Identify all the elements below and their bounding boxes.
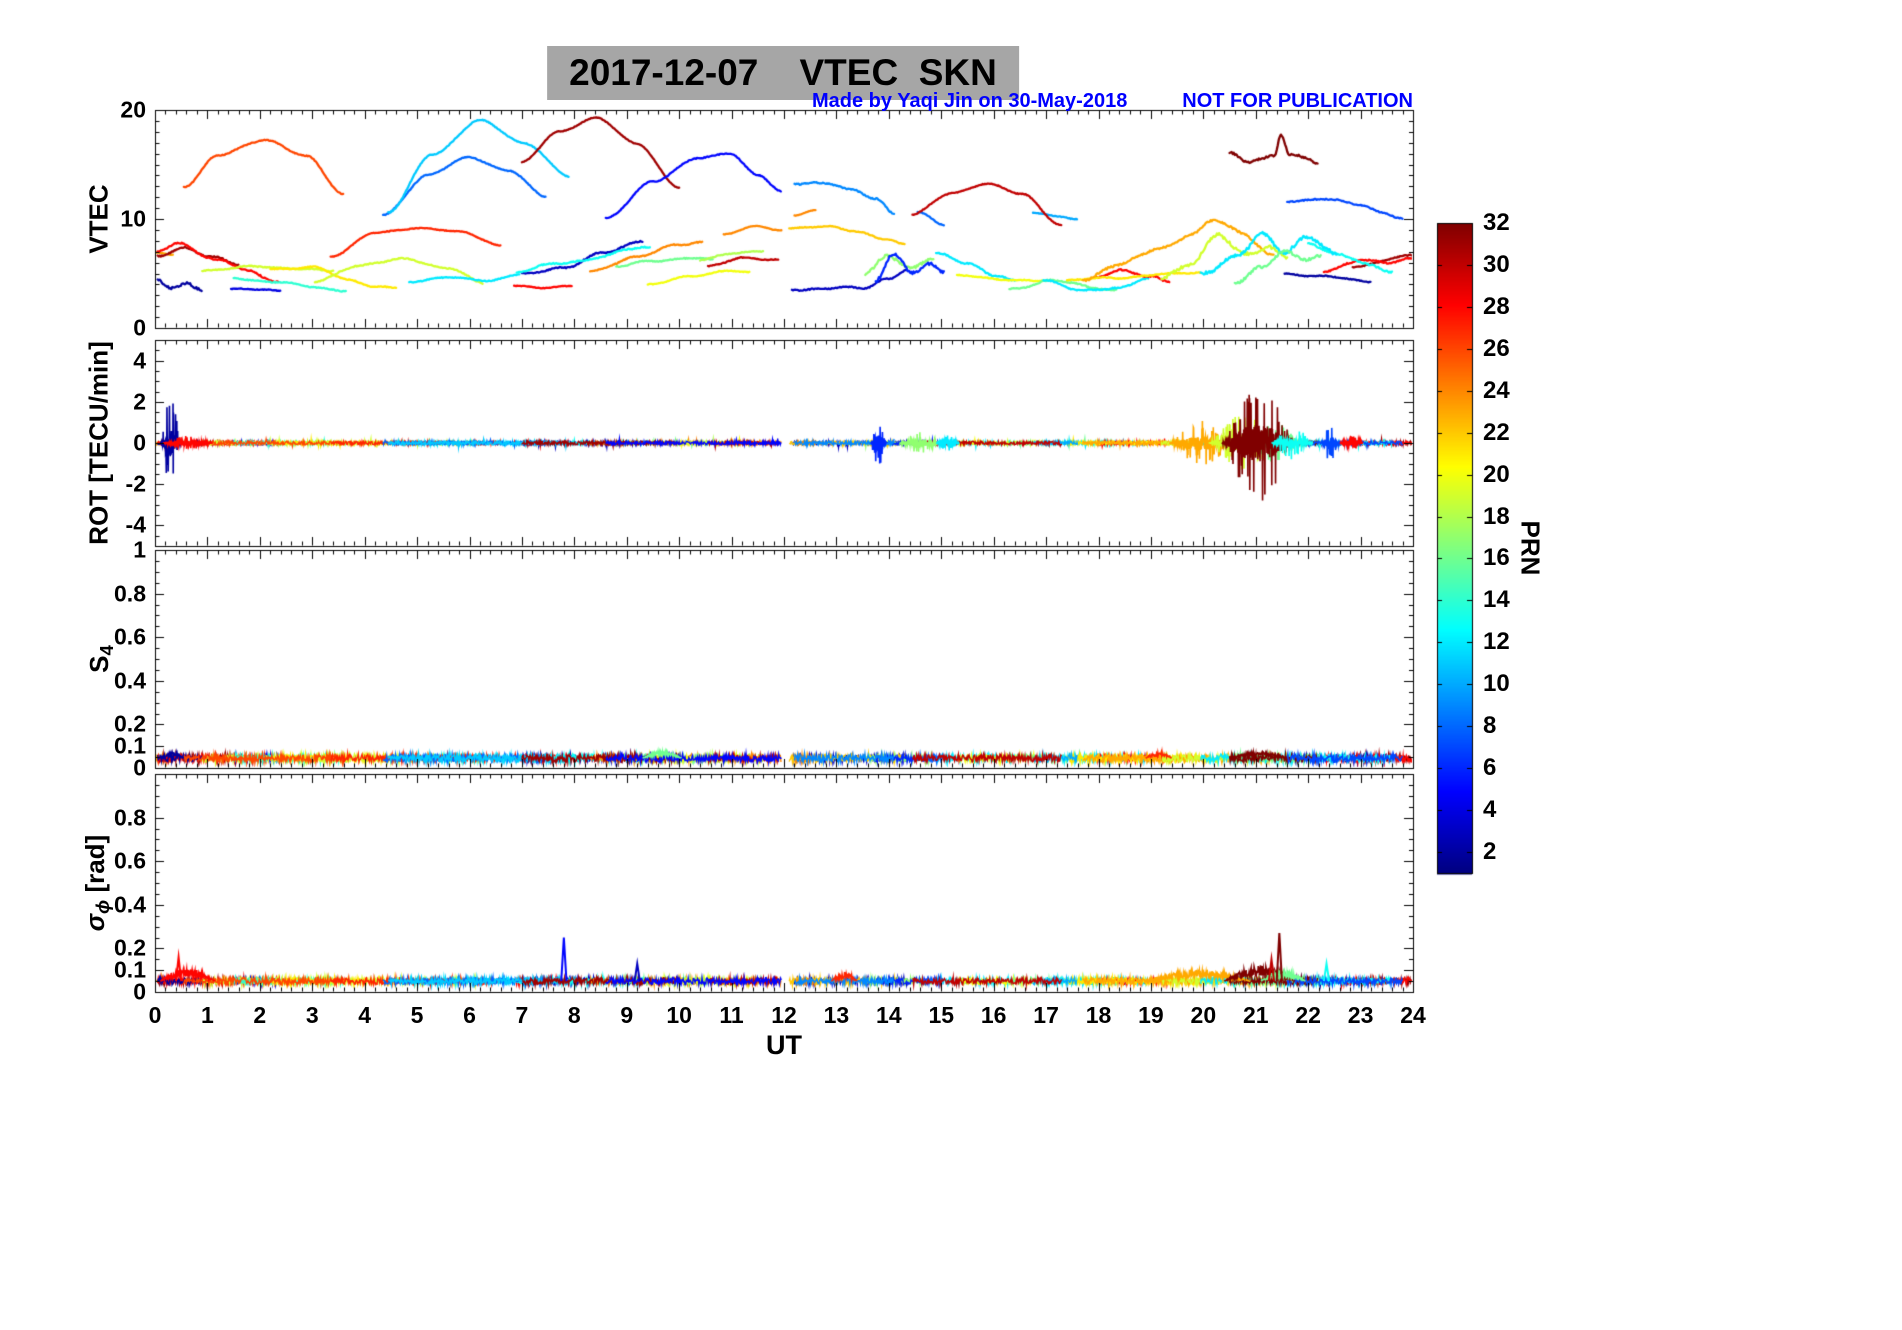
x-tick-label: 6 [463,1002,476,1028]
y-tick-label: -4 [125,511,146,538]
x-tick-label: 21 [1242,1002,1269,1028]
colorbar-label: PRN [1515,520,1546,576]
colorbar-tick-label: 8 [1483,712,1497,740]
y-tick-label: 0 [133,754,146,781]
colorbar-tick-label: 18 [1483,502,1510,530]
y-tick-label: 2 [133,388,146,415]
x-tick-label: 23 [1347,1002,1374,1028]
y-tick-label: 0.2 [114,710,146,737]
sigma-phi-axis-label: σϕ [rad] [80,835,114,931]
x-tick-label: 18 [1085,1002,1112,1028]
y-tick-label: 20 [120,96,146,123]
y-tick-label: 0.1 [114,956,146,983]
colorbar-tick-label: 4 [1483,796,1497,824]
x-tick-label: 20 [1190,1002,1217,1028]
figure-title: 2017-12-07 VTEC SKN [547,46,1019,101]
y-tick-label: 0.4 [114,891,146,918]
sigma-label-subscript: ϕ [92,899,114,914]
colorbar-tick-label: 16 [1483,544,1510,572]
x-tick-label: 0 [148,1002,162,1028]
colorbar-tick-label: 2 [1483,838,1497,866]
y-tick-label: 0.4 [114,667,146,694]
colorbar-tick-label: 22 [1483,418,1510,446]
colorbar-tick-label: 32 [1483,209,1510,236]
x-tick-label: 22 [1295,1002,1321,1028]
y-tick-label: 0.1 [114,732,146,759]
colorbar-tick-label: 24 [1483,376,1510,404]
s4-axis-label: S4 [84,645,118,673]
x-tick-label: 19 [1138,1002,1164,1028]
sigma-label-base: σ [79,913,110,932]
colorbar-tick-label: 6 [1483,754,1497,782]
x-tick-label: 7 [515,1002,529,1028]
x-tick-label: 24 [1400,1002,1426,1028]
vtec-axis-label: VTEC [83,184,114,254]
y-tick-label: 0 [133,429,146,456]
credit-text: Made by Yaqi Jin on 30-May-2018 [812,90,1128,112]
y-tick-label: 0.6 [114,623,146,650]
x-tick-label: 12 [771,1002,797,1028]
y-tick-label: 10 [120,205,146,232]
y-tick-label: 0 [133,978,146,1005]
colorbar-tick-label: 12 [1483,628,1510,656]
x-tick-label: 11 [719,1002,744,1028]
y-tick-label: 0.2 [114,934,146,961]
x-tick-label: 9 [620,1002,634,1028]
colorbar-tick-label: 28 [1483,292,1510,320]
colorbar-tick-label: 20 [1483,460,1510,488]
x-tick-label: 4 [358,1002,372,1028]
y-tick-label: 0.8 [114,804,146,831]
y-tick-label: 0.8 [114,580,146,607]
x-tick-label: 8 [567,1002,581,1028]
colorbar-tick-label: 14 [1483,586,1510,614]
y-tick-label: 0 [133,314,146,341]
x-tick-label: 14 [876,1002,902,1028]
y-tick-label: 0.6 [114,847,146,874]
y-tick-label: -2 [125,470,146,497]
x-tick-label: 3 [305,1002,319,1028]
publication-notice: NOT FOR PUBLICATION [1182,90,1413,112]
y-tick-label: 1 [133,536,146,563]
x-tick-label: 10 [666,1002,692,1028]
x-tick-label: 2 [253,1002,267,1028]
x-tick-label: 16 [980,1002,1007,1028]
x-tick-label: 15 [928,1002,955,1028]
colorbar-tick-label: 30 [1483,250,1510,278]
x-tick-label: 5 [410,1002,424,1028]
x-tick-label: 17 [1033,1002,1059,1028]
x-tick-label: 1 [201,1002,214,1028]
s4-label-base: S [83,655,114,673]
sigma-label-unit: [rad] [79,834,110,900]
y-tick-label: 4 [133,347,146,374]
colorbar-tick-label: 10 [1483,670,1510,698]
x-tick-label: 13 [823,1002,850,1028]
x-axis-label: UT [766,1030,802,1060]
rot-axis-label: ROT [TECU/min] [83,341,114,545]
colorbar-tick-label: 26 [1483,334,1510,362]
